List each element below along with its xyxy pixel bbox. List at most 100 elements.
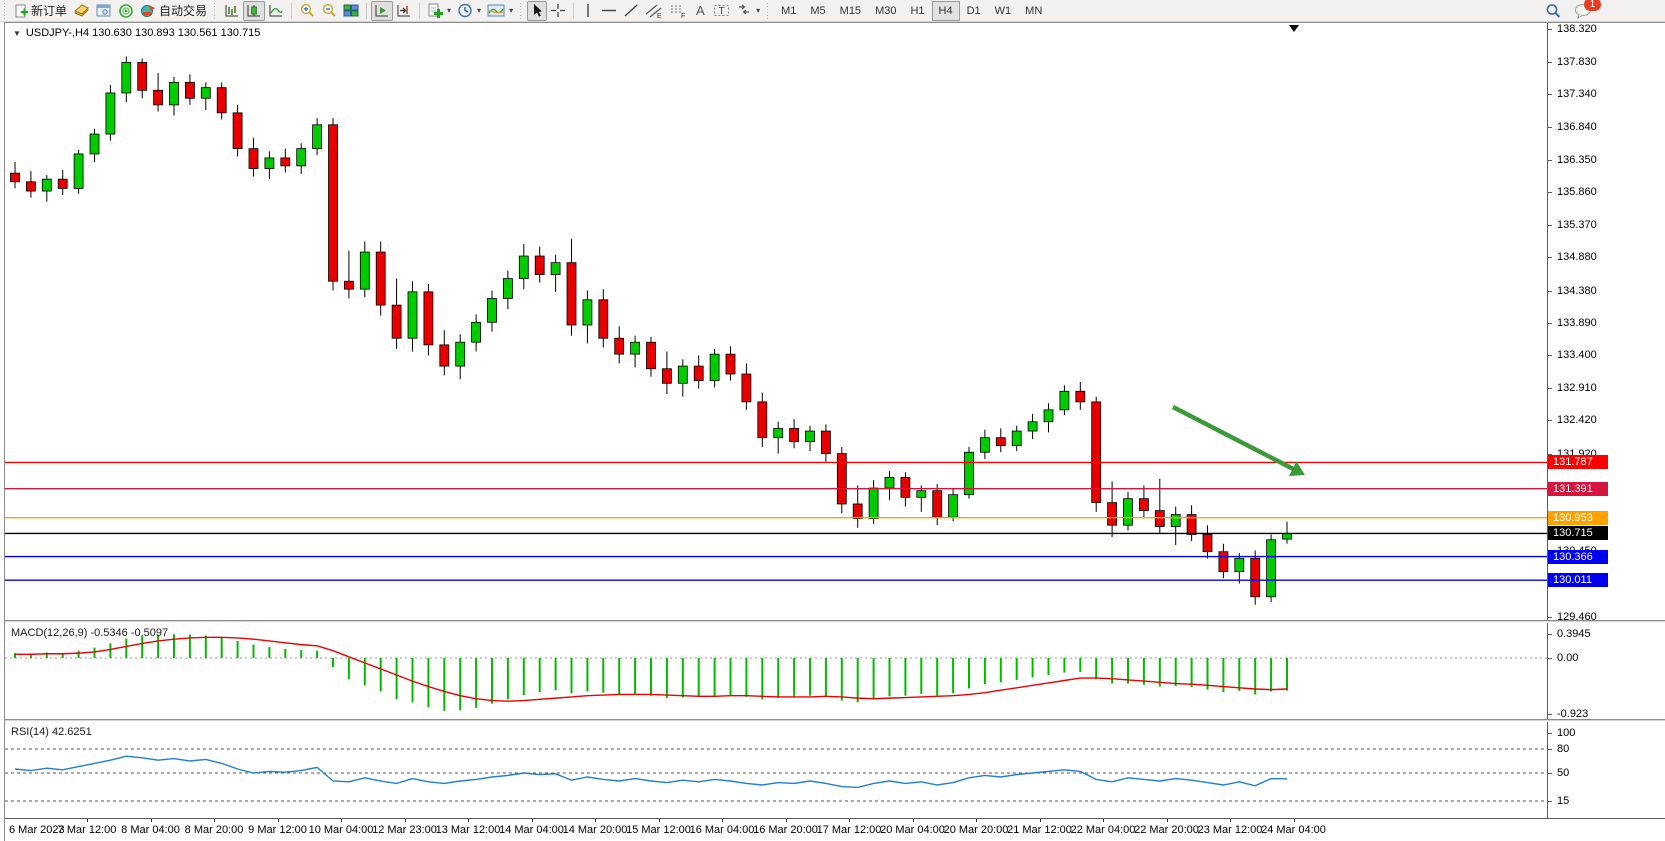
zoom-out-button[interactable]	[318, 1, 340, 21]
tile-windows-icon	[343, 3, 359, 18]
chart-shift-marker[interactable]	[1289, 25, 1299, 32]
toolbar-right-group: 1	[1542, 0, 1601, 21]
candle-body	[550, 262, 561, 275]
time-axis-label: 8 Mar 04:00	[121, 824, 180, 836]
candle-body	[884, 477, 895, 489]
timeframe-button-m30[interactable]: M30	[875, 4, 897, 17]
rsi-tick-mark	[1548, 773, 1552, 774]
zoom-in-button[interactable]	[296, 1, 318, 21]
fibonacci-button[interactable]: F	[666, 1, 690, 21]
signal-button[interactable]	[115, 1, 137, 21]
candle-body	[725, 353, 736, 375]
toolbar-separator	[573, 2, 575, 19]
horizontal-line-button[interactable]	[598, 1, 620, 21]
add-indicator-button[interactable]: ▾	[424, 1, 454, 21]
time-axis-label: 17 Mar 12:00	[816, 824, 882, 836]
periods-button[interactable]: ▾	[454, 1, 484, 21]
macd-pane-separator[interactable]	[5, 620, 1665, 623]
candle-body	[1011, 430, 1022, 447]
candle-body	[582, 299, 593, 326]
candlestick-chart-button[interactable]	[243, 0, 266, 21]
templates-button[interactable]: ▾	[484, 1, 516, 21]
timeframe-button-m5[interactable]: M5	[810, 4, 826, 17]
crosshair-icon	[550, 3, 566, 18]
candle-body	[328, 124, 338, 282]
candle-body	[296, 148, 307, 167]
line-chart-button[interactable]	[265, 1, 287, 21]
arrows-button[interactable]: ▾	[733, 1, 763, 21]
candle-body	[1091, 401, 1102, 504]
equidistant-channel-button[interactable]: E	[642, 1, 666, 21]
terminal-button[interactable]	[93, 1, 115, 21]
text-button[interactable]: A	[690, 1, 710, 21]
timeframe-button-m15[interactable]: M15	[839, 4, 862, 17]
rsi-pane-separator[interactable]	[5, 719, 1665, 722]
price-chart-canvas[interactable]	[5, 23, 1548, 818]
market-watch-button[interactable]	[70, 1, 93, 21]
price-tick-label: 138.320	[1557, 23, 1597, 36]
new-order-icon	[14, 4, 28, 18]
candle-body	[280, 157, 291, 167]
candle-body	[439, 344, 450, 367]
candle-body	[312, 124, 323, 150]
toolbar-separator	[419, 2, 421, 19]
trendline-icon	[623, 3, 639, 18]
candle-body	[169, 81, 179, 106]
time-axis-label: 16 Mar 04:00	[689, 824, 755, 836]
price-level-tag[interactable]: 130.011	[1548, 573, 1608, 588]
search-button[interactable]	[1542, 1, 1565, 21]
time-tick-mark	[1230, 819, 1231, 822]
chart-shift-button[interactable]	[393, 1, 415, 21]
timeframe-button-w1[interactable]: W1	[994, 4, 1012, 17]
vertical-line-button[interactable]	[578, 1, 598, 21]
time-axis-label: 8 Mar 20:00	[184, 824, 244, 836]
price-level-tag[interactable]: 130.366	[1548, 549, 1608, 564]
price-level-tag[interactable]: 131.391	[1548, 481, 1608, 496]
bar-chart-icon	[224, 3, 240, 18]
price-tick-mark	[1548, 290, 1552, 292]
candle-body	[232, 112, 243, 150]
tile-windows-button[interactable]	[340, 1, 362, 21]
candle-body	[25, 181, 36, 192]
vertical-line-icon	[582, 3, 594, 18]
timeframe-button-mn[interactable]: MN	[1025, 4, 1043, 17]
price-level-tag[interactable]: 130.953	[1548, 510, 1608, 525]
candle-body	[773, 427, 784, 439]
price-level-tag[interactable]: 130.715	[1548, 526, 1608, 541]
candle-body	[1043, 409, 1054, 423]
new-order-button[interactable]: 新订单	[11, 1, 70, 21]
candle-body	[868, 487, 879, 519]
trend-arrow[interactable]	[1171, 404, 1299, 474]
line-chart-icon	[268, 3, 284, 18]
bar-chart-button[interactable]	[221, 1, 243, 21]
auto-scroll-button[interactable]	[371, 0, 394, 21]
rsi-tick-label: 100	[1557, 727, 1576, 739]
zoom-in-icon	[299, 3, 315, 18]
time-tick-mark	[468, 819, 469, 822]
chevron-down-icon: ▾	[447, 6, 452, 15]
candle-body	[487, 298, 497, 323]
trendline-button[interactable]	[620, 1, 642, 21]
timeframe-button-d1[interactable]: D1	[966, 4, 981, 17]
candle-body	[121, 62, 132, 94]
candle-body	[216, 87, 227, 114]
timeframe-button-h4[interactable]: H4	[931, 0, 960, 21]
auto-trading-button[interactable]: 自动交易	[137, 1, 210, 21]
cursor-button[interactable]	[527, 0, 548, 21]
svg-text:E: E	[657, 13, 662, 19]
timeframe-button-h1[interactable]: H1	[910, 4, 925, 17]
time-tick-mark	[277, 819, 279, 822]
chart-window[interactable]: ▼ USDJPY-,H4 130.630 130.893 130.561 130…	[4, 22, 1665, 841]
timeframe-button-m1[interactable]: M1	[781, 4, 797, 17]
timeframe-group: M1 M5 M15 M30 H1 H4 D1 W1 MN	[774, 0, 1049, 21]
notifications-button[interactable]: 1	[1571, 0, 1601, 21]
symbol-dropdown-icon[interactable]: ▼	[13, 28, 21, 38]
price-level-tag[interactable]: 131.787	[1548, 455, 1608, 470]
price-tick-label: 129.460	[1557, 610, 1597, 623]
auto-trading-icon	[140, 3, 156, 18]
time-axis-border	[5, 818, 1665, 819]
candle-body	[1075, 390, 1086, 403]
crosshair-button[interactable]	[547, 1, 569, 21]
text-label-button[interactable]: T	[710, 1, 733, 21]
